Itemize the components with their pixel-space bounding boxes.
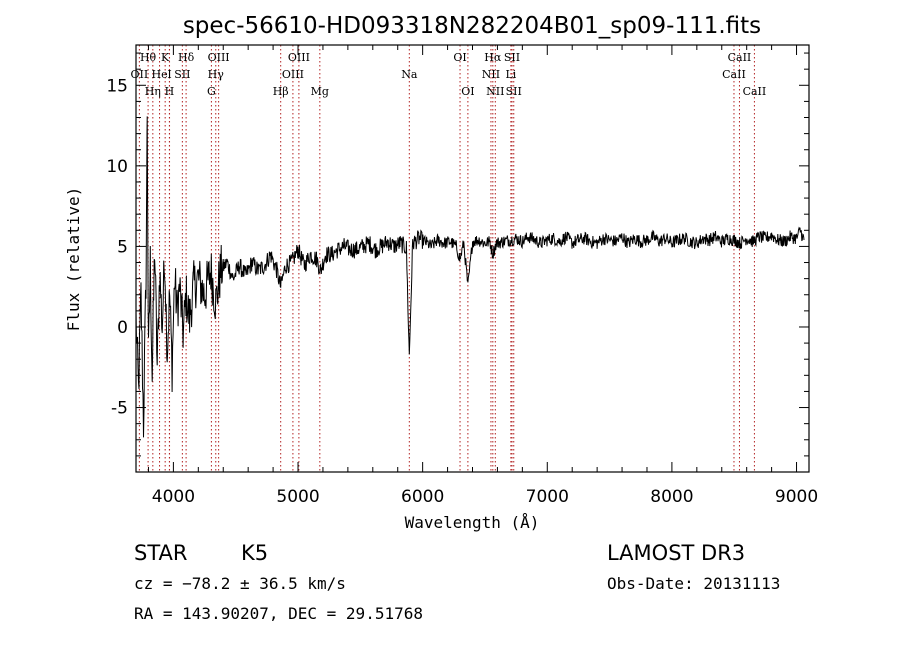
- spectral-line-label: CaII: [743, 85, 767, 98]
- x-tick-label: 4000: [152, 487, 195, 507]
- spectral-line-label: CaII: [728, 51, 752, 64]
- x-tick-label: 8000: [650, 487, 693, 507]
- y-tick-label: 0: [117, 318, 128, 338]
- spectral-line-label: OI: [461, 85, 474, 98]
- y-tick-label: -5: [111, 399, 128, 419]
- y-axis-ticks: -5 0 5 10 15: [106, 52, 809, 473]
- x-tick-label: 9000: [775, 487, 818, 507]
- y-axis-label: Flux (relative): [64, 187, 83, 332]
- survey-name: LAMOST DR3: [607, 541, 746, 565]
- spectral-line-label: I: [167, 68, 171, 81]
- x-tick-label: 5000: [276, 487, 319, 507]
- spectral-line-label: K: [161, 51, 170, 64]
- x-tick-label: 6000: [401, 487, 444, 507]
- spectral-line-label: OIII: [288, 51, 310, 64]
- spectral-line-label: He: [152, 68, 168, 81]
- object-class: STAR: [134, 541, 188, 565]
- spectral-line-label: G: [207, 85, 216, 98]
- y-tick-label: 10: [106, 157, 128, 177]
- spectral-line-label: Hγ: [208, 68, 225, 81]
- y-tick-label: 15: [106, 76, 128, 96]
- spectral-line-label: H: [165, 85, 175, 98]
- spectral-line-label: SII: [506, 85, 522, 98]
- spectral-line-label: NII: [486, 85, 504, 98]
- spectral-line-label: SII: [504, 51, 520, 64]
- spectral-line-label: CaII: [722, 68, 746, 81]
- spectral-line-label: Hη: [145, 85, 161, 98]
- spectral-line-label: Hβ: [273, 85, 289, 98]
- object-subclass: K5: [241, 541, 269, 565]
- x-tick-label: 7000: [526, 487, 569, 507]
- spectral-line-label: SII: [174, 68, 190, 81]
- spectral-line-label: Mg: [311, 85, 329, 98]
- spectral-line-label: Hα: [484, 51, 502, 64]
- spectral-line-label: Li: [505, 68, 516, 81]
- spectral-line-label: Na: [401, 68, 418, 81]
- spectral-line-label: OII: [131, 68, 149, 81]
- obs-date: Obs-Date: 20131113: [607, 574, 781, 593]
- x-axis-ticks: 4000 5000 6000 7000 8000 9000: [147, 45, 818, 507]
- spectral-line-label: Hδ: [178, 51, 195, 64]
- spectral-line-label: Hθ: [140, 51, 157, 64]
- spectral-line-label: NII: [482, 68, 500, 81]
- spectrum-line: [135, 116, 805, 438]
- spectral-line-label: OI: [453, 51, 466, 64]
- plot-frame: [135, 44, 810, 473]
- redshift-text: cz = −78.2 ± 36.5 km/s: [134, 574, 346, 593]
- chart-title: spec-56610-HD093318N282204B01_sp09-111.f…: [183, 13, 761, 39]
- x-axis-label: Wavelength (Å): [405, 513, 540, 532]
- coordinates: RA = 143.90207, DEC = 29.51768: [134, 604, 423, 623]
- y-tick-label: 5: [117, 237, 128, 257]
- spectral-line-markers: [138, 45, 755, 472]
- spectral-line-label: OIII: [282, 68, 304, 81]
- spectral-line-label: OIII: [208, 51, 230, 64]
